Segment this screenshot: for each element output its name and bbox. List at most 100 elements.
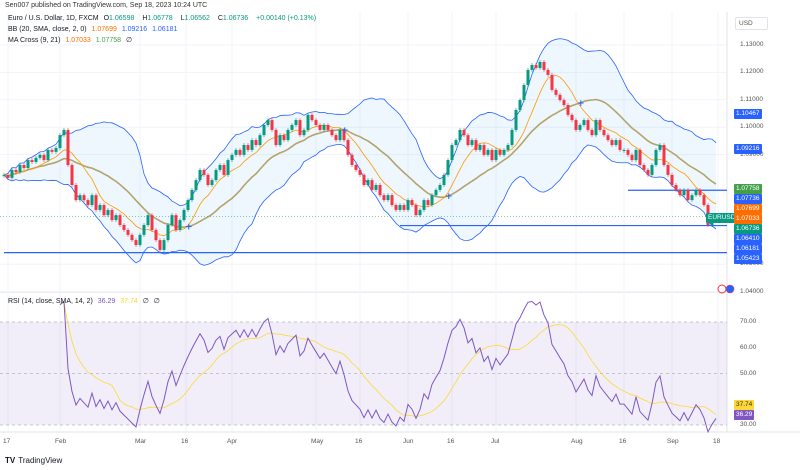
candle <box>178 220 182 230</box>
ma-cross-marker: + <box>341 126 349 136</box>
candle <box>106 209 110 216</box>
price-label: 1.10467 <box>734 109 762 120</box>
candle <box>442 174 446 186</box>
candle <box>562 100 566 106</box>
bb-lower-value: 1.06181 <box>152 26 178 33</box>
candle <box>230 154 234 161</box>
price-label: 1.09216 <box>734 143 762 154</box>
candle <box>150 215 154 230</box>
candle <box>114 215 118 221</box>
candle <box>694 189 698 196</box>
candle <box>266 120 270 126</box>
candle <box>402 205 406 210</box>
candle <box>410 200 414 206</box>
time-axis-label: Sep <box>667 438 679 445</box>
candle <box>390 195 394 206</box>
candle <box>310 114 314 121</box>
rsi-label[interactable]: RSI (14, close, SMA, 14, 2) <box>8 298 93 305</box>
candle <box>214 169 218 181</box>
candle <box>122 225 126 230</box>
candle <box>414 205 418 216</box>
open-value: 1.06598 <box>109 15 135 22</box>
brand-name[interactable]: TradingView <box>18 456 63 465</box>
price-axis-label: 1.12000 <box>740 68 764 76</box>
ma-label[interactable]: MA Cross (9, 21) <box>8 37 61 44</box>
candle <box>226 160 230 175</box>
ma-slow-line <box>3 98 717 228</box>
candle <box>134 240 138 246</box>
candle <box>38 154 42 158</box>
candle <box>550 74 554 90</box>
high-key: H <box>142 15 148 22</box>
candle <box>638 149 642 166</box>
candle <box>62 129 66 136</box>
candle <box>90 195 94 206</box>
candle <box>302 129 306 136</box>
candle <box>558 94 562 101</box>
candle <box>454 140 458 146</box>
candle <box>366 180 370 186</box>
candle <box>174 215 178 230</box>
hide-icon[interactable]: ∅ <box>126 37 133 44</box>
candle <box>370 180 374 190</box>
candle <box>334 135 338 141</box>
candle <box>242 145 246 155</box>
price-axis-label: 1.05000 <box>740 260 764 268</box>
rsi-axis-label: 70.00 <box>740 318 757 325</box>
candle <box>594 120 598 136</box>
open-key: O <box>103 15 110 22</box>
candle <box>254 140 258 146</box>
candle <box>70 165 74 186</box>
candle <box>350 154 354 166</box>
bb-legend: BB (20, SMA, close, 2, 0) 1.07699 1.0921… <box>8 26 180 33</box>
bb-label[interactable]: BB (20, SMA, close, 2, 0) <box>8 26 87 33</box>
price-label: 1.06181 <box>734 243 762 254</box>
candle <box>514 109 518 130</box>
candle <box>34 157 38 162</box>
candle <box>602 129 606 136</box>
candle <box>294 120 298 126</box>
hide-icon[interactable]: ∅ <box>153 298 160 305</box>
time-axis-label: 18 <box>713 438 721 445</box>
candle <box>582 120 586 126</box>
price-axis-label: 1.10000 <box>740 123 764 131</box>
rsi-label-tag: 36.29 <box>734 410 755 421</box>
candle <box>26 160 30 169</box>
rsi-legend: RSI (14, close, SMA, 14, 2) 36.29 37.74 … <box>8 297 163 305</box>
flag-icon <box>725 284 735 294</box>
currency-selector[interactable]: USD <box>735 17 768 30</box>
candle <box>54 148 58 152</box>
ma-cross-marker: + <box>577 99 585 109</box>
candle <box>78 195 82 201</box>
candle <box>494 149 498 161</box>
candle <box>702 195 706 206</box>
candle <box>262 125 266 136</box>
candle <box>622 149 626 151</box>
hide-icon[interactable]: ∅ <box>142 298 149 305</box>
candle <box>446 160 450 175</box>
candle <box>646 169 650 175</box>
candle <box>330 129 334 136</box>
rsi-label-tag: 37.74 <box>734 400 755 411</box>
price-label: 1.07758 <box>734 183 762 194</box>
candle <box>618 140 622 150</box>
bollinger-fill <box>4 38 716 266</box>
candle <box>670 174 674 186</box>
close-value: 1.06736 <box>222 15 249 22</box>
candle <box>166 225 170 241</box>
candle <box>570 114 574 121</box>
time-axis-label: 17 <box>3 438 11 445</box>
candle <box>434 189 438 196</box>
candle <box>502 149 506 155</box>
candle <box>42 154 46 161</box>
candle <box>518 100 522 110</box>
candle <box>342 129 346 141</box>
symbol-name[interactable]: Euro / U.S. Dollar, 1D, FXCM <box>8 15 99 22</box>
candle <box>250 140 254 150</box>
tradingview-logo-icon[interactable]: TV <box>5 456 16 465</box>
candle <box>458 129 462 141</box>
rsi-axis-label: 30.00 <box>740 421 757 428</box>
price-axis-label: 1.09000 <box>740 150 764 158</box>
candle <box>126 229 130 235</box>
